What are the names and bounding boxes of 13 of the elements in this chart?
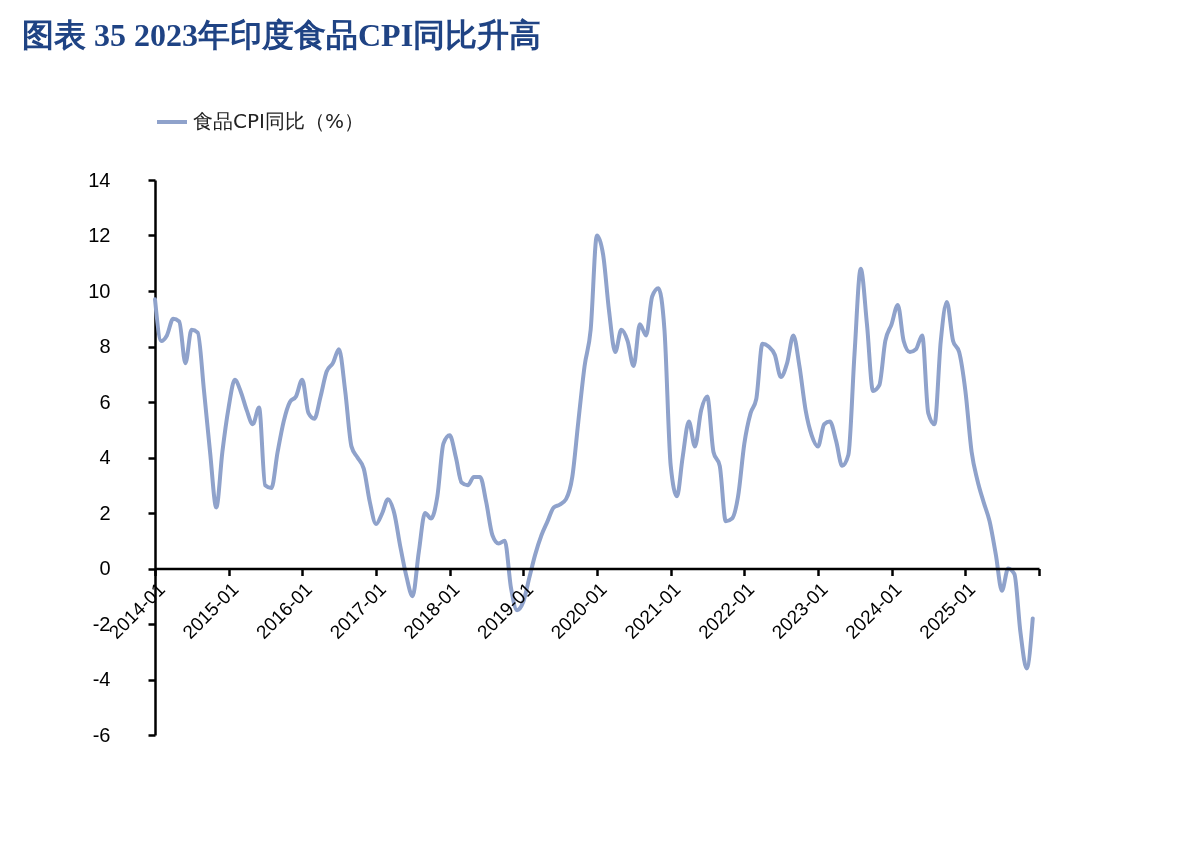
y-tick-label: 8 <box>99 335 111 357</box>
chart-title: 图表 35 2023年印度食品CPI同比升高 <box>22 17 542 53</box>
y-tick-label: -4 <box>92 668 111 690</box>
y-tick-label: 0 <box>99 557 111 579</box>
legend-label: 食品CPI同比（%） <box>193 109 364 133</box>
y-tick-label: 12 <box>88 224 111 246</box>
y-tick-label: 6 <box>99 390 111 413</box>
y-tick-label: 10 <box>88 279 111 302</box>
y-tick-label: -6 <box>92 723 111 746</box>
y-tick-label: 2 <box>99 501 111 524</box>
y-tick-label: -2 <box>92 612 111 635</box>
y-tick-label: 14 <box>88 168 111 191</box>
y-tick-label: 4 <box>99 446 111 468</box>
